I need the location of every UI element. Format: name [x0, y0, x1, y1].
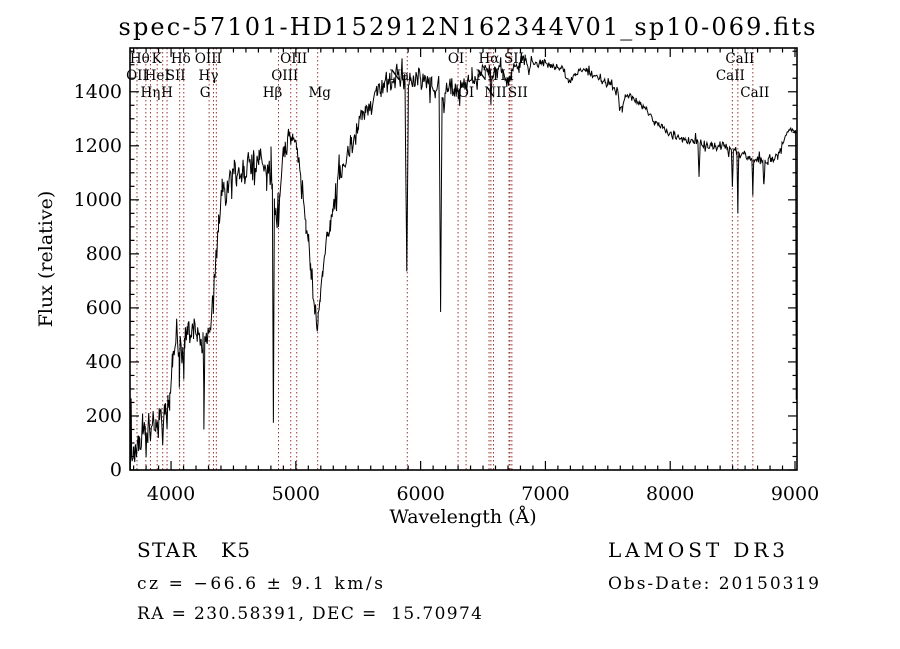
spectrum-trace — [129, 54, 797, 470]
spectral-line-label: NII — [484, 85, 506, 101]
x-tick-label: 5000 — [272, 483, 320, 505]
spectral-line-label: CaII — [716, 68, 745, 84]
ra-dec-text: RA = 230.58391, DEC = 15.70974 — [137, 604, 482, 624]
spectral-line-label: OI — [448, 51, 464, 67]
spectral-line-label: OIII — [195, 51, 222, 67]
x-tick-label: 7000 — [521, 483, 569, 505]
survey-text: LAMOST DR3 — [608, 538, 785, 562]
x-tick-label: 8000 — [646, 483, 694, 505]
x-tick-label: 9000 — [771, 483, 819, 505]
spectral-line-label: OIII — [271, 68, 298, 84]
spectral-line-label: H — [161, 85, 173, 101]
y-tick-label: 800 — [86, 243, 122, 265]
y-tick-label: 1000 — [74, 189, 122, 211]
x-tick-label: 4000 — [147, 483, 195, 505]
spectral-line-labels: OIIHθHηHeIKHSIIHδGHγOIIIHβOIIIOIIIMgNaOI… — [126, 51, 769, 101]
spectral-line-label: OII — [126, 68, 148, 84]
y-tick-label: 1200 — [74, 135, 122, 157]
spectral-line-label: SII — [166, 68, 186, 84]
y-tick-label: 1400 — [74, 81, 122, 103]
spectral-line-label: Hβ — [263, 85, 283, 101]
axis-ticks — [130, 48, 797, 471]
spectral-line-label: SII — [508, 85, 528, 101]
spectral-line-label: NII — [476, 68, 498, 84]
spectral-line-label: Na — [389, 68, 409, 84]
spectral-line-label: Hα — [478, 51, 499, 67]
spectral-line-label: Li — [500, 68, 514, 84]
spectral-line-label: Hγ — [199, 68, 219, 84]
cz-text: cz = −66.6 ± 9.1 km/s — [137, 574, 383, 594]
x-tick-label: 6000 — [396, 483, 444, 505]
y-tick-label: 200 — [86, 405, 122, 427]
spectrum-trace-group — [129, 54, 797, 470]
y-tick-label: 400 — [86, 351, 122, 373]
axis-tick-labels: 4000 5000 6000 7000 8000 9000 0 200 400 600 800 100… — [74, 81, 820, 505]
spectral-line-label: G — [200, 85, 211, 101]
plot-title: spec-57101-HD152912N162344V01_sp10-069.f… — [119, 13, 816, 41]
spectral-line-label: Hη — [141, 85, 161, 101]
spectral-class-text: STAR K5 — [137, 538, 250, 562]
obs-date-text: Obs-Date: 20150319 — [608, 574, 819, 594]
spectral-line-label: SII — [504, 51, 524, 67]
spectral-line-markers — [136, 48, 754, 470]
spectral-line-label: Hδ — [171, 51, 191, 67]
y-tick-label: 0 — [110, 459, 122, 481]
spectral-line-label: HeI — [145, 68, 170, 84]
spectral-line-label: K — [152, 51, 163, 67]
spectral-line-label: Mg — [308, 85, 331, 101]
spectral-line-label: OIII — [280, 51, 307, 67]
y-tick-label: 600 — [86, 297, 122, 319]
y-axis-label: Flux (relative) — [35, 191, 57, 328]
spectral-line-label: CaII — [740, 85, 769, 101]
spectral-line-label: OI — [458, 85, 474, 101]
x-axis-label: Wavelength (Å) — [389, 506, 536, 528]
spectral-line-label: CaII — [725, 51, 754, 67]
plot-frame — [129, 47, 798, 471]
spectral-line-label: Hθ — [130, 51, 150, 67]
